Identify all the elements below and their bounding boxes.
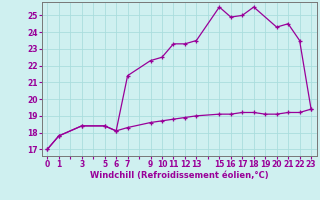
X-axis label: Windchill (Refroidissement éolien,°C): Windchill (Refroidissement éolien,°C) xyxy=(90,171,268,180)
